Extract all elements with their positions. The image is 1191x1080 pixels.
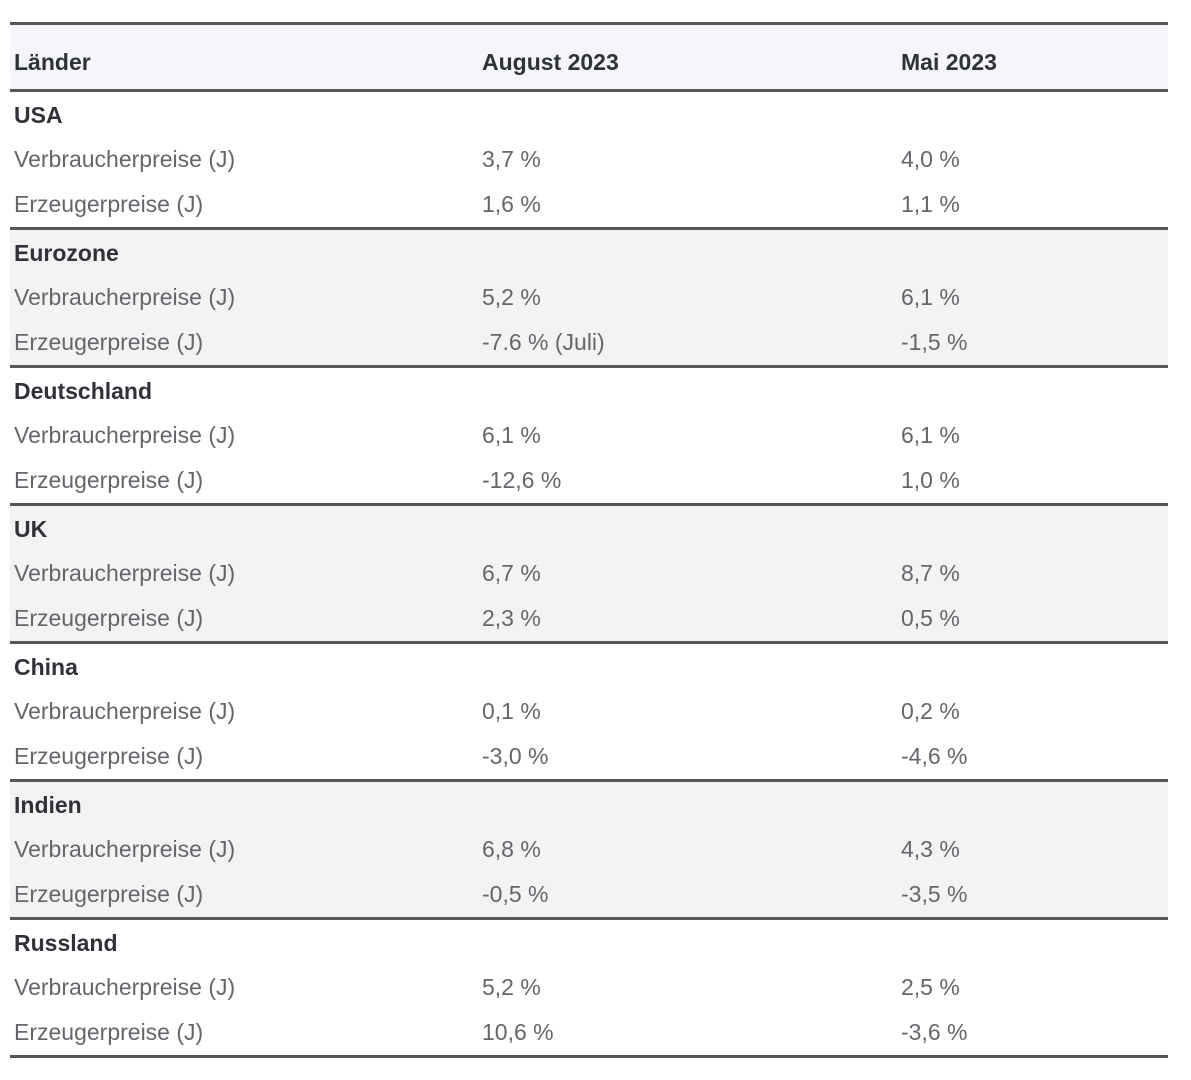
empty-cell [897, 917, 1168, 965]
empty-cell [897, 365, 1168, 413]
table-row: Verbraucherpreise (J) 5,2 % 6,1 % [10, 275, 1168, 320]
table-row: Erzeugerpreise (J) -3,0 % -4,6 % [10, 734, 1168, 781]
table-row: Erzeugerpreise (J) -7.6 % (Juli) -1,5 % [10, 320, 1168, 367]
value-august-2023: 6,8 % [478, 827, 897, 872]
country-name: Deutschland [10, 365, 478, 413]
table-body: USA Verbraucherpreise (J) 3,7 % 4,0 % Er… [10, 91, 1168, 1057]
row-label: Erzeugerpreise (J) [10, 320, 478, 367]
row-label: Verbraucherpreise (J) [14, 146, 236, 172]
row-label: Verbraucherpreise (J) [10, 275, 478, 320]
col-header-laender: Länder [10, 23, 478, 92]
country-row: Deutschland [10, 365, 1168, 413]
table-row: Erzeugerpreise (J) 2,3 % 0,5 % [10, 596, 1168, 643]
empty-cell [897, 227, 1168, 275]
value-mai-2023: 1,0 % [901, 467, 960, 493]
empty-cell [478, 91, 897, 138]
value-august-2023: 6,7 % [478, 551, 897, 596]
country-row: UK [10, 503, 1168, 551]
country-row: Eurozone [10, 227, 1168, 275]
row-label: Erzeugerpreise (J) [10, 872, 478, 919]
country-row: USA [10, 91, 1168, 138]
value-mai-2023: 1,1 % [901, 191, 960, 217]
row-label: Erzeugerpreise (J) [14, 467, 204, 493]
value-august-2023: -3,0 % [482, 743, 549, 769]
table-row: Verbraucherpreise (J) 6,7 % 8,7 % [10, 551, 1168, 596]
value-mai-2023: 8,7 % [897, 551, 1168, 596]
table-row: Verbraucherpreise (J) 3,7 % 4,0 % [10, 137, 1168, 182]
header-row: Länder August 2023 Mai 2023 [10, 23, 1168, 92]
empty-cell [897, 503, 1168, 551]
value-august-2023: -7.6 % (Juli) [478, 320, 897, 367]
value-mai-2023: 4,0 % [901, 146, 960, 172]
country-name: China [10, 641, 478, 689]
country-name: USA [14, 102, 63, 128]
empty-cell [478, 503, 897, 551]
row-label: Verbraucherpreise (J) [14, 698, 236, 724]
country-name: UK [10, 503, 478, 551]
value-august-2023: 3,7 % [482, 146, 541, 172]
country-name: Russland [10, 917, 478, 965]
value-august-2023: 2,3 % [478, 596, 897, 643]
row-label: Verbraucherpreise (J) [14, 422, 236, 448]
value-august-2023: -0,5 % [478, 872, 897, 919]
empty-cell [478, 917, 897, 965]
country-row: Indien [10, 779, 1168, 827]
value-mai-2023: 6,1 % [897, 275, 1168, 320]
table-row: Erzeugerpreise (J) 10,6 % -3,6 % [10, 1010, 1168, 1057]
empty-cell [897, 641, 1168, 689]
value-mai-2023: -1,5 % [897, 320, 1168, 367]
country-name: Eurozone [10, 227, 478, 275]
value-mai-2023: -3,6 % [901, 1019, 968, 1045]
value-august-2023: 1,6 % [482, 191, 541, 217]
col-header-mai-2023: Mai 2023 [897, 23, 1168, 92]
value-mai-2023: 4,3 % [897, 827, 1168, 872]
value-august-2023: 5,2 % [482, 974, 541, 1000]
table-row: Verbraucherpreise (J) 6,1 % 6,1 % [10, 413, 1168, 458]
table-row: Erzeugerpreise (J) 1,6 % 1,1 % [10, 182, 1168, 229]
value-mai-2023: -3,5 % [897, 872, 1168, 919]
empty-cell [897, 779, 1168, 827]
row-label: Erzeugerpreise (J) [14, 1019, 204, 1045]
country-name: Indien [10, 779, 478, 827]
table-row: Verbraucherpreise (J) 0,1 % 0,2 % [10, 689, 1168, 734]
row-label: Erzeugerpreise (J) [14, 191, 204, 217]
empty-cell [897, 91, 1168, 138]
value-august-2023: 0,1 % [482, 698, 541, 724]
row-label: Erzeugerpreise (J) [14, 743, 204, 769]
value-august-2023: -12,6 % [482, 467, 562, 493]
row-label: Verbraucherpreise (J) [10, 827, 478, 872]
table-row: Verbraucherpreise (J) 5,2 % 2,5 % [10, 965, 1168, 1010]
empty-cell [478, 641, 897, 689]
table-row: Verbraucherpreise (J) 6,8 % 4,3 % [10, 827, 1168, 872]
country-row: China [10, 641, 1168, 689]
empty-cell [478, 365, 897, 413]
col-header-august-2023: August 2023 [478, 23, 897, 92]
table-row: Erzeugerpreise (J) -0,5 % -3,5 % [10, 872, 1168, 919]
row-label: Verbraucherpreise (J) [10, 551, 478, 596]
value-mai-2023: 2,5 % [901, 974, 960, 1000]
country-row: Russland [10, 917, 1168, 965]
empty-cell [478, 227, 897, 275]
value-mai-2023: 0,5 % [897, 596, 1168, 643]
row-label: Verbraucherpreise (J) [14, 974, 236, 1000]
value-august-2023: 10,6 % [482, 1019, 554, 1045]
value-mai-2023: -4,6 % [901, 743, 968, 769]
empty-cell [478, 779, 897, 827]
value-august-2023: 5,2 % [478, 275, 897, 320]
value-mai-2023: 6,1 % [901, 422, 960, 448]
table-row: Erzeugerpreise (J) -12,6 % 1,0 % [10, 458, 1168, 505]
value-mai-2023: 0,2 % [901, 698, 960, 724]
value-august-2023: 6,1 % [482, 422, 541, 448]
row-label: Erzeugerpreise (J) [10, 596, 478, 643]
inflation-table: Länder August 2023 Mai 2023 USA Verbrauc… [10, 22, 1168, 1058]
